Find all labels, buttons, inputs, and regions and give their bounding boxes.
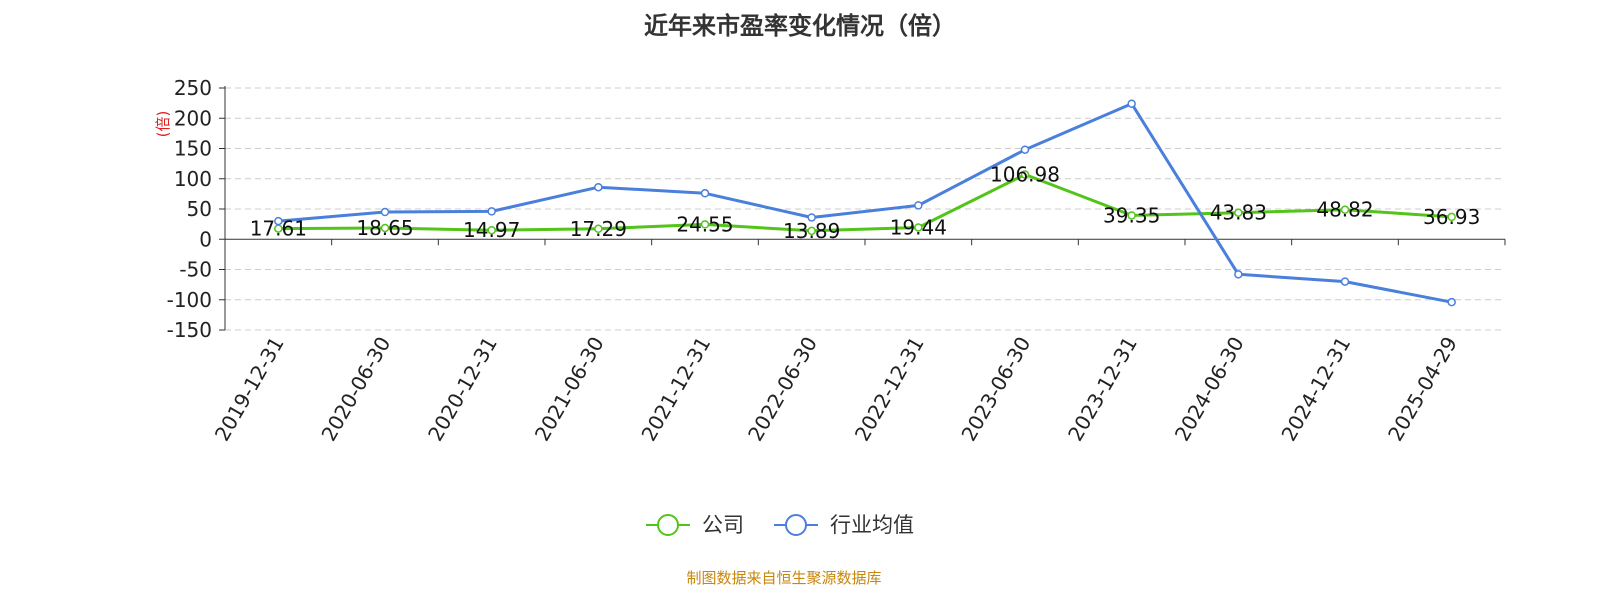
series-points [274,99,1456,307]
x-tick-label: 2024-06-30 [1170,333,1249,446]
data-point [1127,99,1136,108]
legend-industry-marker-icon [785,514,807,536]
data-point [1340,205,1350,214]
data-point [1447,297,1456,307]
x-tick-labels: 2019-12-31 2020-06-30 2020-12-31 2021-06-30… [210,332,1462,445]
source-note: 制图数据来自恒生聚源数据库 [686,569,881,587]
y-tick-label: -50 [179,258,212,282]
x-tick-label: 2022-06-30 [743,333,822,446]
y-tick-label: 50 [187,197,212,221]
y-axis-label: (倍) [154,111,172,138]
axes [219,86,1506,331]
data-point [700,220,710,229]
data-label: 17.29 [570,217,627,241]
data-point [1234,208,1243,217]
gridlines [225,87,1505,331]
data-labels: 17.61 18.65 14.97 17.29 24.55 13.89 19.44 106.9… [250,163,1481,243]
data-point [380,223,390,233]
data-label: 48.82 [1316,198,1373,222]
legend: 公司 行业均值 [646,513,914,537]
data-point [914,201,923,210]
x-tick-label: 2019-12-31 [210,333,289,446]
data-label: 17.61 [250,217,307,241]
x-tick-label: 2023-12-31 [1063,333,1142,446]
data-point [1340,277,1350,286]
data-point [594,224,603,234]
legend-company-marker-icon [657,514,679,536]
data-point [1020,170,1030,179]
x-tick-label: 2022-12-31 [850,332,929,445]
x-tick-label: 2021-12-31 [636,333,715,446]
data-point [807,226,816,236]
x-tick-label: 2020-12-31 [423,332,502,445]
data-label: 36.93 [1423,205,1480,229]
legend-industry-label: 行业均值 [830,513,914,537]
data-point [487,207,496,216]
data-point [1127,211,1136,220]
data-point [700,189,710,198]
series-line-industry-average [278,102,1452,304]
series-lines [278,102,1452,304]
x-tick-label: 2024-12-31 [1276,333,1355,446]
y-tick-label: 0 [199,227,212,251]
y-tick-labels: 250 200 150 100 50 0 -50 -100 -150 [167,76,212,342]
x-tick-label: 2021-06-30 [530,333,609,446]
data-label: 19.44 [890,215,947,239]
data-label: 14.97 [463,218,520,242]
data-label: 24.55 [676,212,733,236]
y-tick-label: -150 [167,318,212,342]
data-point [914,223,923,232]
y-tick-label: -100 [167,288,212,312]
legend-item-industry-average[interactable]: 行业均值 [774,513,914,537]
data-point [594,182,603,192]
data-point [1234,270,1243,279]
data-label: 39.35 [1103,203,1160,227]
data-label: 43.83 [1210,201,1267,225]
legend-company-label: 公司 [702,513,744,537]
y-tick-label: 250 [174,76,212,100]
y-tick-label: 200 [174,106,212,130]
legend-item-company[interactable]: 公司 [646,513,744,537]
data-label: 106.98 [990,163,1060,187]
series-line-company [278,173,1452,233]
y-tick-label: 150 [174,137,212,161]
x-tick-label: 2025-04-29 [1383,333,1462,446]
data-point [807,213,816,222]
x-tick-label: 2023-06-30 [956,333,1035,446]
y-tick-label: 100 [174,167,212,191]
data-point [1020,145,1030,154]
data-point [380,207,390,217]
data-label: 18.65 [356,216,413,240]
data-point [274,216,283,226]
data-point [487,225,496,235]
chart-title: 近年来市盈率变化情况（倍） [644,12,956,40]
x-tick-label: 2020-06-30 [316,333,395,446]
data-label: 13.89 [783,219,840,243]
data-point [1447,212,1456,222]
